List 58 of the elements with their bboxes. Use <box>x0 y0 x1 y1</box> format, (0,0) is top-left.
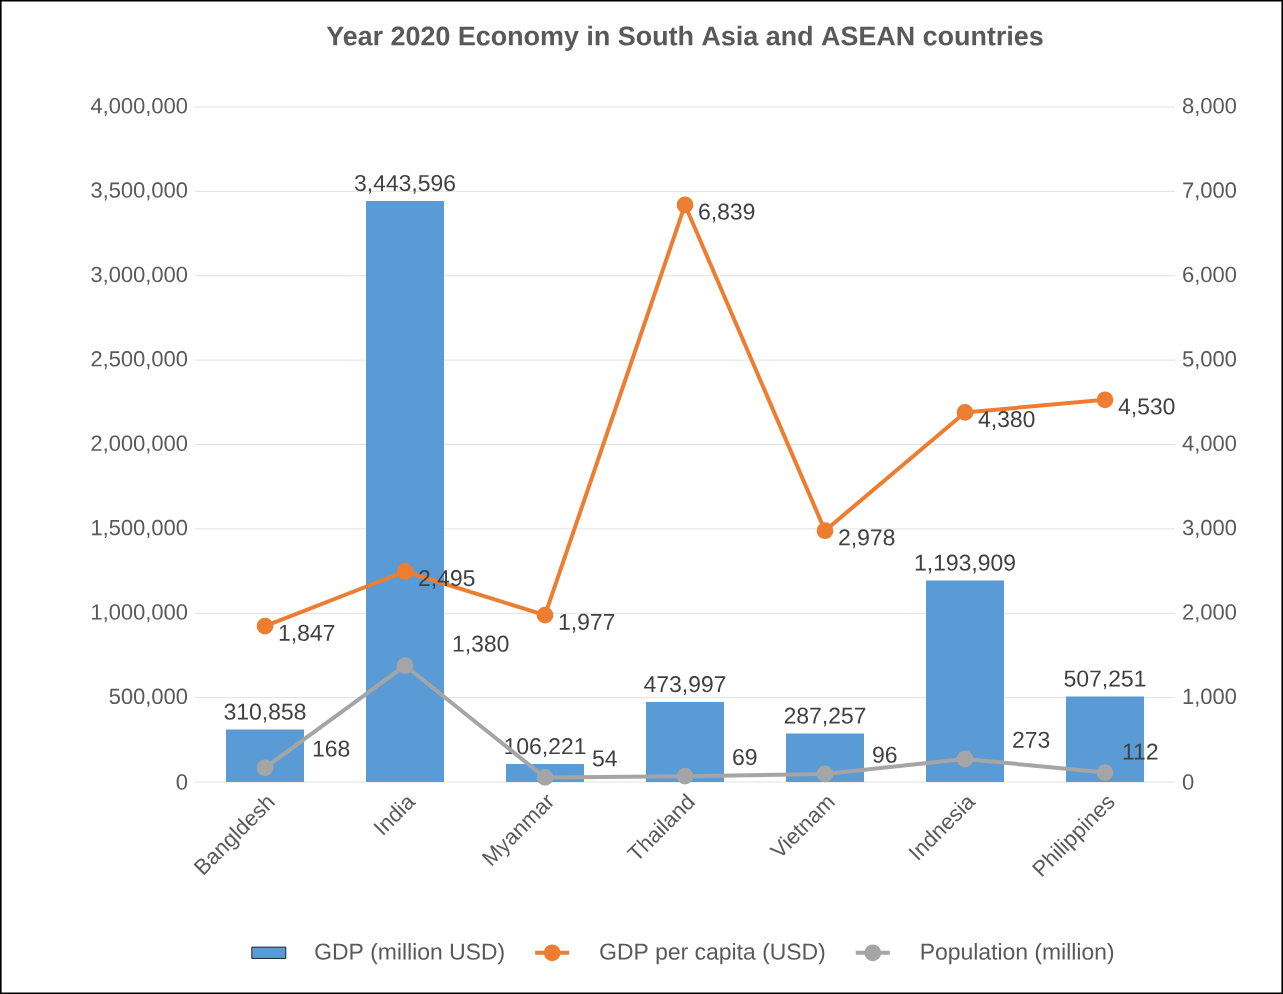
y-tick-label: 2,000,000 <box>91 435 188 454</box>
data-label: 273 <box>1013 731 1050 748</box>
point <box>536 769 554 786</box>
y2-tick-label: 6,000 <box>1183 266 1237 285</box>
data-label: 1,380 <box>453 635 509 655</box>
point <box>956 750 974 768</box>
y2-tick-label: 0 <box>1182 774 1194 790</box>
data-label: 96 <box>873 746 897 763</box>
data-label: 2,978 <box>839 529 895 549</box>
data-label: 3,443,596 <box>354 174 455 194</box>
y-tick-label: 3,000,000 <box>91 266 188 285</box>
y-tick-label: 0 <box>176 774 188 790</box>
point <box>676 767 694 785</box>
point <box>816 765 834 783</box>
y2-tick-label: 5,000 <box>1182 351 1237 370</box>
data-label: 1,193,909 <box>915 554 1015 574</box>
y2-tick-label: 2,000 <box>1183 604 1237 623</box>
data-label: 1,847 <box>279 624 335 644</box>
y2-tick-label: 4,000 <box>1182 435 1237 454</box>
y-tick-label: 1,500,000 <box>92 519 188 538</box>
legend-label: Population (million) <box>921 942 1114 965</box>
data-label: 54 <box>592 750 617 767</box>
point <box>1096 391 1114 409</box>
chart-title: Year 2020 Economy in South Asia and ASEAN countries <box>326 25 1043 51</box>
data-label: 1,977 <box>559 613 615 633</box>
data-label: 473,997 <box>644 676 726 695</box>
y2-tick-label: 8,000 <box>1182 97 1237 117</box>
y2-tick-label: 3,000 <box>1182 519 1237 538</box>
y2-tick-label: 7,000 <box>1183 182 1237 201</box>
data-label: 106,221 <box>505 738 586 758</box>
point <box>536 606 554 624</box>
data-label: 4,530 <box>1118 398 1175 418</box>
point <box>956 404 974 421</box>
y-tick-label: 2,500,000 <box>91 351 188 370</box>
point <box>396 657 414 674</box>
data-label: 6,839 <box>699 203 755 223</box>
point <box>676 196 694 214</box>
data-label: 310,858 <box>224 703 306 723</box>
y2-tick-label: 1,000 <box>1183 688 1237 707</box>
data-label: 4,380 <box>978 410 1035 430</box>
data-label: 168 <box>313 740 350 757</box>
point <box>1096 764 1114 781</box>
y-tick-label: 1,000,000 <box>92 604 188 623</box>
bar <box>926 580 1005 782</box>
data-label: 287,257 <box>784 707 866 727</box>
legend-label: GDP (million USD) <box>315 942 504 965</box>
point <box>256 759 274 777</box>
y-tick-label: 4,000,000 <box>90 97 188 117</box>
y-tick-label: 3,500,000 <box>91 182 188 201</box>
y-tick-label: 500,000 <box>109 688 188 707</box>
point <box>816 522 834 540</box>
point <box>396 563 414 580</box>
legend-label: GDP per capita (USD) <box>600 942 825 965</box>
bar <box>226 729 304 782</box>
bar <box>646 702 724 782</box>
point <box>256 617 274 635</box>
data-label: 69 <box>733 748 757 766</box>
data-label: 507,251 <box>1064 670 1146 690</box>
